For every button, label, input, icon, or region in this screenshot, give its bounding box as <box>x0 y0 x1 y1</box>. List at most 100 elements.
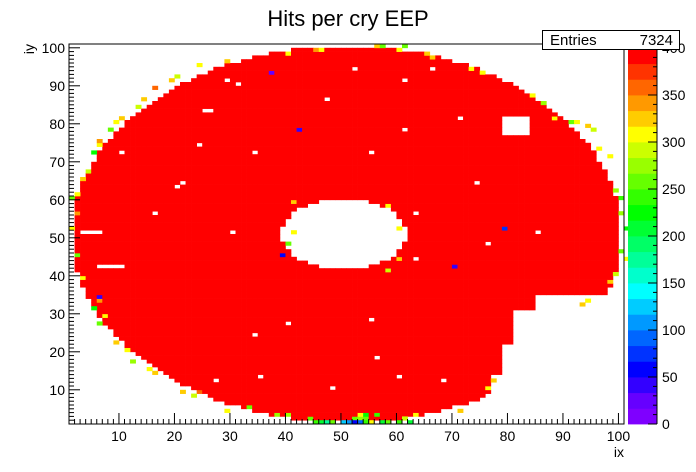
heatmap-cell <box>390 370 397 375</box>
heatmap-cell <box>218 207 225 212</box>
heatmap-cell <box>307 101 314 106</box>
heatmap-cell <box>213 108 220 113</box>
heatmap-cell <box>379 416 386 421</box>
heatmap-cell <box>224 264 231 269</box>
heatmap-cell <box>252 120 259 125</box>
heatmap-cell <box>185 180 192 185</box>
heatmap-cell <box>324 47 331 52</box>
heatmap-cell <box>135 264 142 269</box>
heatmap-cell <box>352 70 358 75</box>
heatmap-cell <box>335 367 342 372</box>
heatmap-cell <box>218 89 225 94</box>
heatmap-cell <box>168 215 175 220</box>
heatmap-cell <box>357 188 364 193</box>
heatmap-cell <box>340 340 347 345</box>
heatmap-cell <box>263 184 270 189</box>
heatmap-cell <box>229 165 236 170</box>
heatmap-cell <box>318 313 325 318</box>
heatmap-cell <box>335 123 342 128</box>
heatmap-cell <box>307 139 314 144</box>
heatmap-cell <box>307 340 314 345</box>
heatmap-cell <box>313 51 320 56</box>
heatmap-cell <box>413 405 419 410</box>
heatmap-cell <box>318 123 325 128</box>
heatmap-cell <box>252 253 259 258</box>
heatmap-cell <box>302 291 308 296</box>
heatmap-cell <box>357 142 364 147</box>
heatmap-cell <box>418 268 425 273</box>
heatmap-cell <box>141 196 148 201</box>
heatmap-cell <box>263 199 270 204</box>
heatmap-cell <box>191 215 197 220</box>
heatmap-cell <box>235 348 242 353</box>
heatmap-cell <box>424 226 431 231</box>
heatmap-cell <box>174 150 181 155</box>
heatmap-cell <box>335 321 342 326</box>
heatmap-cell <box>418 150 425 155</box>
heatmap-cell <box>180 188 186 193</box>
heatmap-cell <box>196 177 203 182</box>
heatmap-cell <box>180 340 186 345</box>
heatmap-cell <box>274 120 281 125</box>
heatmap-cell <box>418 355 425 360</box>
heatmap-cell <box>329 82 336 87</box>
heatmap-cell <box>379 135 386 140</box>
heatmap-cell <box>302 161 308 166</box>
heatmap-cell <box>285 374 292 379</box>
heatmap-cell <box>313 363 320 368</box>
heatmap-cell <box>357 135 364 140</box>
heatmap-cell <box>374 382 381 387</box>
heatmap-cell <box>340 321 347 326</box>
heatmap-cell <box>318 268 325 273</box>
heatmap-cell <box>324 70 331 75</box>
heatmap-cell <box>413 241 419 246</box>
heatmap-cell <box>302 355 308 360</box>
heatmap-cell <box>218 127 225 132</box>
heatmap-cell <box>107 245 114 250</box>
heatmap-cell <box>340 275 347 280</box>
heatmap-cell <box>340 101 347 106</box>
heatmap-cell <box>374 85 381 90</box>
heatmap-cells <box>69 44 630 425</box>
heatmap-cell <box>263 279 270 284</box>
heatmap-cell <box>157 131 164 136</box>
heatmap-cell <box>241 306 247 311</box>
heatmap-cell <box>241 272 247 277</box>
heatmap-cell <box>141 230 148 235</box>
heatmap-cell <box>102 249 109 254</box>
heatmap-cell <box>102 272 109 277</box>
heatmap-cell <box>235 256 242 261</box>
heatmap-cell <box>141 275 148 280</box>
heatmap-cell <box>385 321 392 326</box>
heatmap-cell <box>396 154 403 159</box>
heatmap-cell <box>296 135 303 140</box>
heatmap-cell <box>418 101 425 106</box>
heatmap-cell <box>130 310 136 315</box>
heatmap-cell <box>268 245 275 250</box>
heatmap-cell <box>429 321 436 326</box>
heatmap-cell <box>180 120 186 125</box>
heatmap-cell <box>291 317 297 322</box>
heatmap-cell <box>429 234 436 239</box>
heatmap-cell <box>241 241 247 246</box>
heatmap-cell <box>402 139 408 144</box>
heatmap-cell <box>268 82 275 87</box>
heatmap-cell <box>307 382 314 387</box>
heatmap-cell <box>107 188 114 193</box>
heatmap-cell <box>418 51 425 56</box>
heatmap-cell <box>285 51 292 56</box>
heatmap-cell <box>279 173 286 178</box>
heatmap-cell <box>202 306 209 311</box>
heatmap-cell <box>246 188 253 193</box>
heatmap-cell <box>163 112 170 117</box>
heatmap-cell <box>390 291 397 296</box>
heatmap-cell <box>274 180 281 185</box>
heatmap-cell <box>374 150 381 155</box>
heatmap-cell <box>424 405 431 410</box>
heatmap-cell <box>268 234 275 239</box>
heatmap-cell <box>291 177 297 182</box>
heatmap-cell <box>174 89 181 94</box>
heatmap-cell <box>379 142 386 147</box>
heatmap-cell <box>202 363 209 368</box>
heatmap-cell <box>268 93 275 98</box>
